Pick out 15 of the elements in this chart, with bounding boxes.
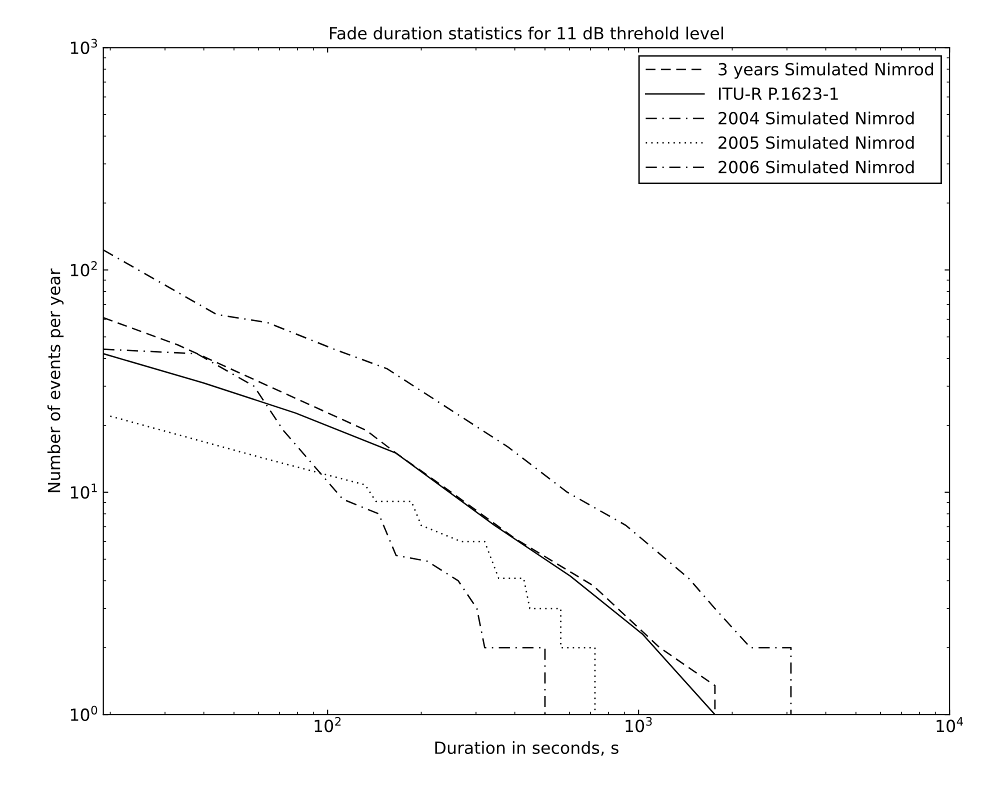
- y-tick-label: 10$^{1}$: [70, 484, 97, 499]
- legend-label: 2004 Simulated Nimrod: [718, 112, 914, 124]
- y-axis-title: Number of events per year: [47, 268, 64, 492]
- x-tick-label: 10$^{3}$: [626, 716, 652, 732]
- legend-label: ITU-R P.1623-1: [719, 87, 838, 100]
- x-axis-title: Duration in seconds, s: [435, 741, 618, 756]
- y-tick-label: 10$^{2}$: [70, 261, 97, 276]
- legend-label: 2005 Simulated Nimrod: [718, 136, 914, 149]
- y-tick-label: 10$^{3}$: [70, 38, 97, 54]
- x-tick-label: 10$^{2}$: [314, 716, 341, 732]
- x-tick-label: 10$^{4}$: [936, 717, 964, 732]
- chart-title: Fade duration statistics for 11 dB threhold level: [330, 26, 723, 40]
- y-tick-label: 10$^{0}$: [70, 706, 98, 722]
- legend-label: 3 years Simulated Nimrod: [718, 62, 934, 79]
- legend-label: 2006 Simulated Nimrod: [718, 160, 914, 174]
